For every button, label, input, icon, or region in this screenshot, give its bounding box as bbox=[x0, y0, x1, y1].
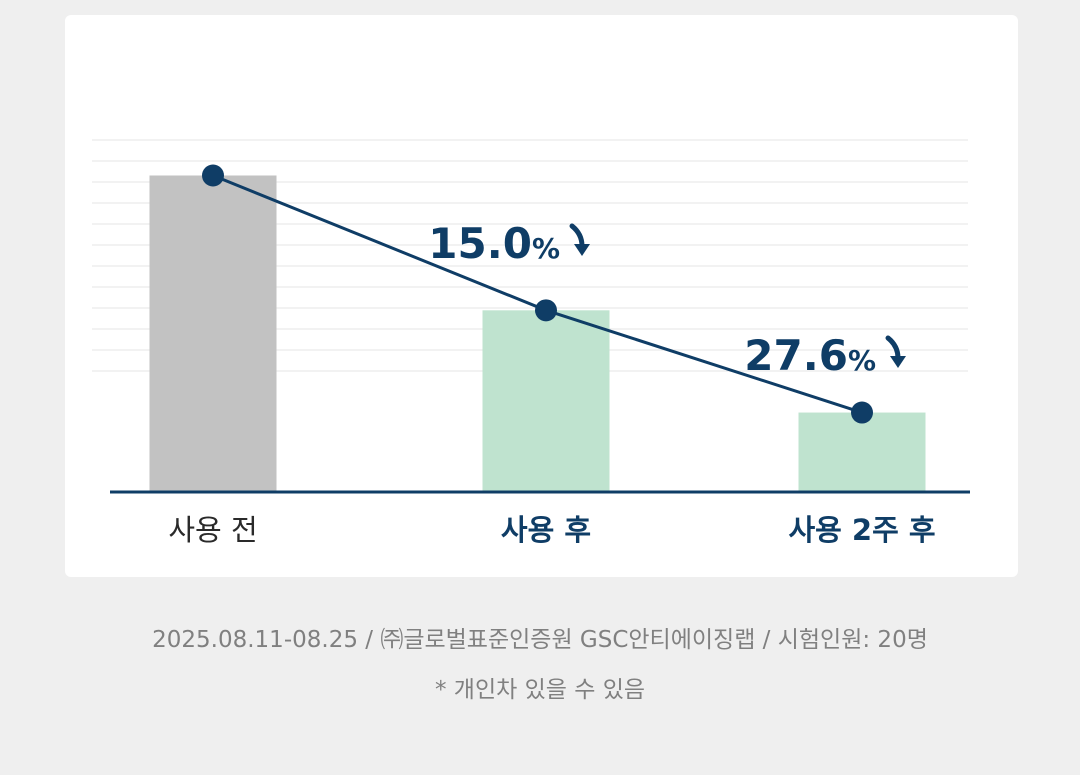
category-label-1: 사용 전 bbox=[168, 513, 257, 547]
point-3 bbox=[851, 401, 873, 424]
bar-1 bbox=[149, 175, 277, 492]
chart: 사용 전 사용 후 사용 2주 후 15.0% 27.6% bbox=[92, 139, 970, 547]
footnote-disclaimer: * 개인차 있을 수 있음 bbox=[434, 677, 646, 703]
down-arrow-icon bbox=[569, 223, 590, 256]
annotation-1: 15.0% bbox=[428, 219, 590, 268]
annotations: 15.0% 27.6% bbox=[428, 219, 906, 380]
bars bbox=[149, 175, 926, 492]
down-arrow-icon bbox=[885, 335, 906, 368]
annotation-value: 27.6% bbox=[744, 331, 876, 380]
point-2 bbox=[535, 299, 557, 322]
category-label-3: 사용 2주 후 bbox=[788, 513, 935, 547]
point-1 bbox=[202, 164, 224, 187]
annotation-2: 27.6% bbox=[744, 331, 906, 380]
bar-3 bbox=[798, 412, 926, 492]
footnote-source: 2025.08.11-08.25 / ㈜글로벌표준인증원 GSC안티에이징랩 /… bbox=[152, 627, 928, 653]
bar-2 bbox=[482, 310, 610, 492]
category-label-2: 사용 후 bbox=[501, 513, 591, 547]
category-labels: 사용 전 사용 후 사용 2주 후 bbox=[168, 513, 935, 547]
annotation-value: 15.0% bbox=[428, 219, 560, 268]
trend-line bbox=[202, 164, 873, 424]
